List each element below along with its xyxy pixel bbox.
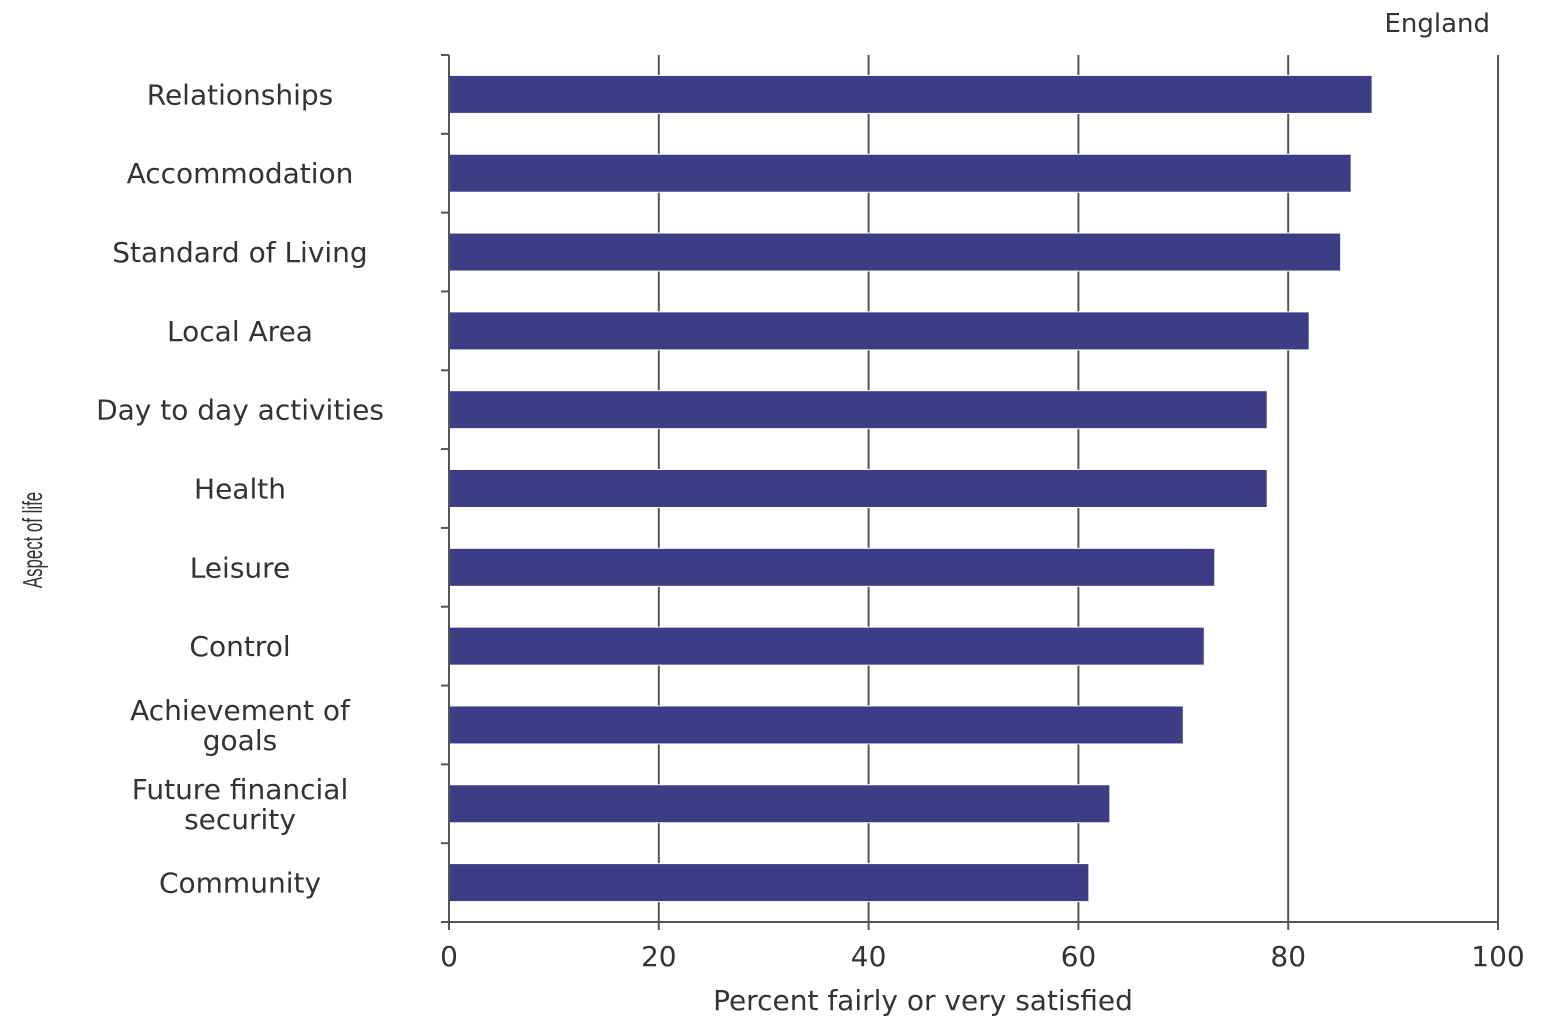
bar [448,547,1216,587]
y-axis-title: Aspect of life [17,492,49,588]
axes [441,54,1499,930]
category-label: Control [189,630,290,663]
x-tick-label: 40 [851,940,887,973]
category-label-line: Local Area [167,315,313,348]
category-label-line: Relationships [147,78,333,111]
tick-labels: 0 20 40 60 80 100 [440,940,1525,973]
category-label-line: security [184,803,296,836]
category-label: Future financial security [132,773,348,836]
x-axis-title: Percent fairly or very satisfied [713,984,1133,1017]
category-label-line: Community [159,867,321,900]
bars [448,74,1373,903]
x-tick-label: 20 [641,940,677,973]
bar [448,626,1205,666]
x-tick-label: 80 [1270,940,1306,973]
bar [448,705,1184,745]
category-label: Community [159,867,321,900]
region-label: England [1384,9,1490,39]
x-tick-label: 100 [1471,940,1524,973]
category-label-line: Control [189,630,290,663]
bar [448,784,1111,824]
bar [448,74,1373,114]
bar [448,232,1342,272]
bar [448,469,1268,508]
category-label: Local Area [167,315,313,348]
category-label: Health [194,473,286,506]
x-tick-label: 0 [440,940,458,973]
category-label: Leisure [190,551,291,584]
category-label-line: Health [194,473,286,506]
category-label: Achievement of goals [130,694,351,757]
category-label-line: Day to day activities [96,394,384,427]
bar [448,311,1310,351]
bar [448,153,1352,193]
category-label: Accommodation [127,157,354,190]
category-labels: Relationships Accommodation Standard of Li… [96,78,384,899]
category-label-line: Accommodation [127,157,354,190]
bar [448,863,1090,903]
x-tick-label: 60 [1061,940,1097,973]
category-label-line: Standard of Living [112,236,367,269]
category-label-line: Future financial [132,773,348,806]
category-label: Relationships [147,78,333,111]
category-label-line: Leisure [190,551,291,584]
category-label: Day to day activities [96,394,384,427]
category-label-line: goals [203,724,277,757]
category-label: Standard of Living [112,236,367,269]
category-label-line: Achievement of [130,694,351,727]
bar [448,390,1268,430]
